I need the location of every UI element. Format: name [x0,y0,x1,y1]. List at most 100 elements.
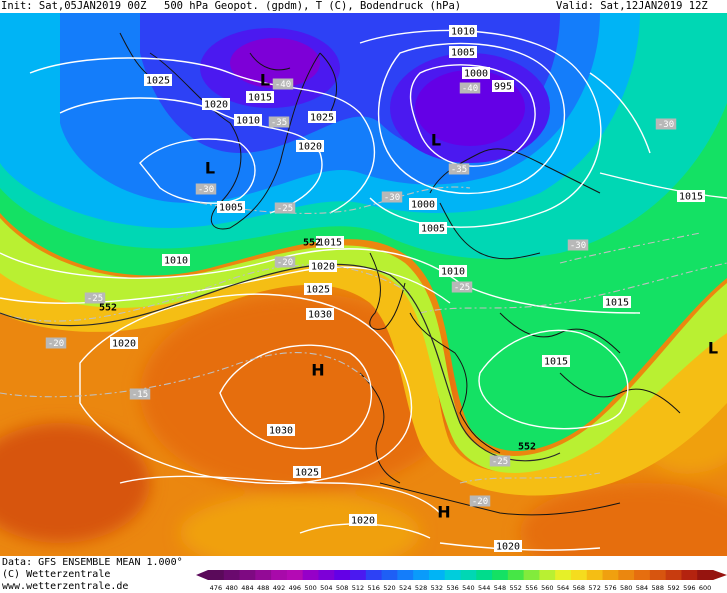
temperature-label-bg [129,388,151,400]
legend-tick-label: 524 [399,584,411,592]
pressure-label: 1025 [295,468,319,479]
temperature-label: -25 [87,294,103,304]
temperature-label-bg [489,455,511,467]
pressure-label: 1020 [311,262,335,273]
legend-tick-label: 544 [478,584,490,592]
legend-swatch [697,570,714,580]
legend-tick-label: 592 [667,584,679,592]
pressure-label: 1015 [248,93,272,104]
valid-time: Valid: Sat,12JAN2019 12Z [556,0,708,12]
legend-swatch [586,570,604,580]
legend-swatch [507,570,525,580]
data-source: Data: GFS ENSEMBLE MEAN 1.000° [2,557,183,568]
pressure-label: 1005 [421,224,445,235]
legend-swatch [460,570,477,580]
pressure-center-label: L [431,131,441,150]
pressure-label: 1020 [204,100,228,111]
pressure-label: 1000 [411,200,435,211]
legend-tick-label: 600 [699,584,711,592]
color-legend: 476 480 484 488 492 496 500 504 508 512 516 520 524 5… [196,570,727,592]
legend-swatch [302,570,319,580]
temperature-label: -40 [462,84,478,94]
pressure-label-bg [162,254,190,266]
pressure-label-bg [306,308,334,320]
legend-tick-label: 504 [320,584,332,592]
legend-tick-label: 496 [289,584,301,592]
temperature-label: -15 [132,390,148,400]
legend-tick-label: 564 [557,584,569,592]
geopotential-552-line [0,263,561,462]
pressure-label-bg [246,91,274,103]
pressure-label-bg [293,466,321,478]
legend-tick-label: 580 [620,584,632,592]
coastlines [119,32,681,516]
legend-swatch [444,570,461,580]
pressure-label: 1025 [310,113,334,124]
pressure-label: 1025 [146,76,170,87]
legend-tick-label: 516 [367,584,379,592]
pressure-center-label: L [205,159,215,178]
pressure-label-bg [409,198,437,210]
pressure-label: 1025 [306,285,330,296]
temperature-label: -35 [451,165,467,175]
legend-tick-label: 584 [636,584,648,592]
temperature-label: -30 [384,193,400,203]
pressure-label-bg [492,80,514,92]
legend-arrow-right [713,570,727,580]
pressure-center-label: H [311,361,324,380]
legend-tick-label: 548 [494,584,506,592]
pressure-label: 1005 [451,48,475,59]
geopotential-label: 552 [99,303,117,314]
legend-swatch [570,570,588,580]
legend-swatch [413,570,430,580]
pressure-label-bg [234,114,262,126]
pressure-label-bg [542,355,570,367]
temperature-label-bg [655,118,677,130]
legend-tick-label: 540 [462,584,474,592]
legend-swatch [555,570,572,580]
field-description: 500 hPa Geopot. (gpdm), T (C), Bodendruc… [164,0,462,12]
legend-swatch [318,570,335,580]
pressure-center-label: L [708,339,718,358]
temperature-label: -30 [658,120,674,130]
pressure-label-bg [144,74,172,86]
pressure-center-label: L [260,71,270,90]
pressure-label: 1020 [298,142,322,153]
legend-swatch [239,570,256,580]
temperature-label: -20 [472,497,488,507]
temperature-label: -25 [277,204,293,214]
legend-swatch [618,570,635,580]
pressure-label-bg [603,296,631,308]
pressure-label-bg [462,67,490,79]
legend-swatch [334,570,351,580]
pressure-label: 1010 [236,116,260,127]
pressure-label: 1015 [544,357,568,368]
legend-swatch [350,570,367,580]
legend-swatch [223,570,241,580]
legend-swatch [492,570,509,580]
temperature-label-bg [45,337,67,349]
isobars [0,29,727,551]
legend-swatch [539,570,556,580]
temperature-lines [0,186,727,484]
legend-tick-label: 588 [652,584,664,592]
temperature-label: -25 [454,283,470,293]
pressure-label-bg [494,540,522,552]
pressure-label: 995 [494,82,512,93]
legend-arrow-left [196,570,208,580]
pressure-label: 1030 [269,426,293,437]
geopotential-label: 552 [303,238,321,249]
temperature-label: -25 [492,457,508,467]
pressure-label-bg [309,260,337,272]
temperature-label-bg [567,239,589,251]
temperature-label-bg [459,82,481,94]
pressure-label-bg [449,25,477,37]
pressure-label-bg [677,190,705,202]
legend-tick-label: 552 [510,584,522,592]
pressure-label: 1020 [351,516,375,527]
map-labels: 1025 1020 1015 1010 1025 1020 1005 1010 1010 1005… [45,25,718,553]
legend-swatch [523,570,540,580]
legend-swatch [602,570,619,580]
legend-swatch [286,570,304,580]
